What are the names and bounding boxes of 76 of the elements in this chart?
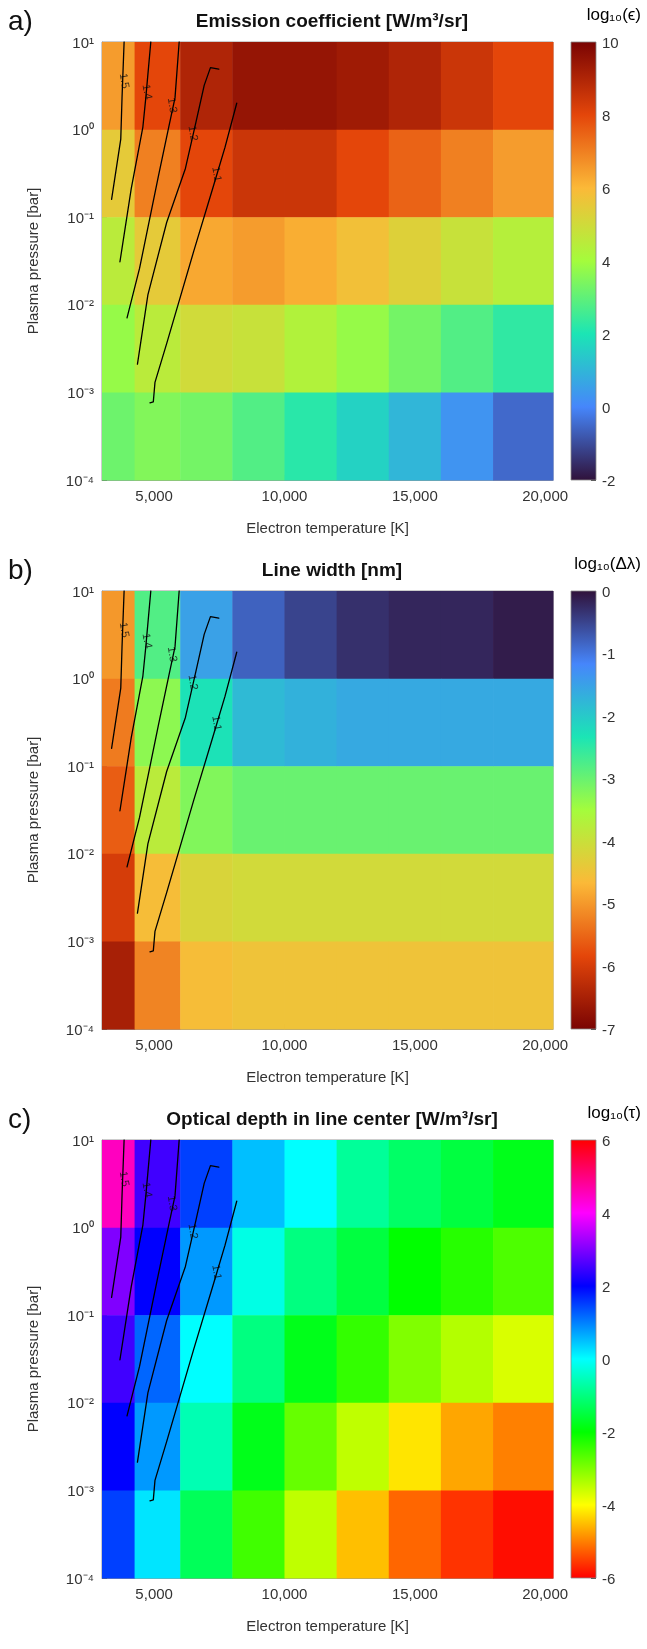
x-tick-label: 5,000 (135, 1585, 173, 1602)
color-bar-label: -4 (602, 832, 616, 850)
y-tick-label: 10⁻² (67, 296, 94, 314)
color-bar-label: 6 (602, 1131, 611, 1149)
x-tick-label: 5,000 (135, 1036, 173, 1053)
x-tick-label: 15,000 (391, 1036, 438, 1053)
x-tick-label: 15,000 (391, 1585, 438, 1602)
y-tick-label: 10⁻² (67, 1394, 94, 1412)
y-tick-label: 10⁻³ (67, 383, 94, 401)
color-bar-label: 4 (602, 252, 611, 270)
y-tick-label: 10⁰ (72, 670, 94, 688)
y-tick-label: 10⁻³ (67, 1481, 94, 1499)
color-bar-label: 8 (602, 106, 611, 124)
y-axis-title: Plasma pressure [bar] (24, 187, 41, 335)
text: c) (8, 1102, 32, 1134)
y-tick-label: 10⁰ (72, 121, 94, 139)
color-bar-label: -2 (602, 1423, 616, 1441)
color-bar-label: -7 (602, 1020, 616, 1038)
y-tick-label: 10¹ (72, 582, 94, 600)
color-bar-label: -3 (602, 770, 616, 788)
y-tick-label: 10⁻⁴ (65, 1569, 94, 1587)
color-bar-label: 6 (602, 179, 611, 197)
color-bar-label: -2 (602, 471, 616, 489)
color-bar-label: -4 (602, 1496, 616, 1514)
color-bar-label: 0 (602, 1350, 611, 1368)
color-bar-title: log₁₀(Δλ) (574, 554, 641, 573)
line-series (119, 590, 152, 812)
x-tick-label: 5,000 (135, 487, 173, 504)
x-tick-label: 10,000 (261, 1036, 308, 1053)
y-tick-label: 10¹ (72, 1131, 94, 1149)
y-tick-label: 10¹ (72, 33, 94, 51)
color-bar-label: 10 (602, 33, 619, 51)
line-series (136, 615, 220, 914)
color-bar-label: -5 (602, 895, 616, 913)
y-tick-label: 10⁻⁴ (65, 1020, 94, 1038)
annotation: 1.4 (140, 83, 156, 101)
x-axis-title: Electron temperature [K] (246, 1068, 409, 1085)
chart-title: Line width [nm] (261, 559, 403, 580)
y-tick-label: 10⁰ (72, 1219, 94, 1237)
x-tick-label: 15,000 (391, 487, 438, 504)
text: a) (8, 4, 33, 36)
x-tick-label: 10,000 (261, 1585, 308, 1602)
text: b) (8, 553, 33, 585)
color-bar-label: -1 (602, 645, 616, 663)
x-axis-title: Electron temperature [K] (246, 519, 409, 536)
x-tick-label: 20,000 (522, 1585, 569, 1602)
line-series (119, 41, 152, 263)
y-tick-label: 10⁻¹ (67, 1306, 94, 1324)
color-bar-title: log₁₀(ϵ) (586, 5, 641, 24)
chart-title: Emission coefficient [W/m³/sr] (195, 10, 469, 31)
y-tick-label: 10⁻³ (67, 932, 94, 950)
line-series (136, 66, 220, 365)
line-series (136, 1164, 220, 1463)
annotation: 1.4 (140, 632, 156, 650)
chart-title: Optical depth in line center [W/m³/sr] (166, 1108, 498, 1129)
y-tick-label: 10⁻¹ (67, 757, 94, 775)
y-tick-label: 10⁻⁴ (65, 471, 94, 489)
color-bar-label: -6 (602, 1569, 616, 1587)
color-bar-label: 4 (602, 1204, 611, 1222)
y-axis-title: Plasma pressure [bar] (24, 736, 41, 884)
color-bar-label: 2 (602, 325, 611, 343)
annotation: 1.4 (140, 1181, 156, 1199)
y-tick-label: 10⁻¹ (67, 208, 94, 226)
y-axis-title: Plasma pressure [bar] (24, 1285, 41, 1433)
color-bar-label: -2 (602, 707, 616, 725)
x-tick-label: 20,000 (522, 1036, 569, 1053)
y-tick-label: 10⁻² (67, 845, 94, 863)
color-bar-label: 2 (602, 1277, 611, 1295)
color-bar-label: 0 (602, 582, 611, 600)
color-bar-label: -6 (602, 957, 616, 975)
x-tick-label: 10,000 (261, 487, 308, 504)
line-series (119, 1139, 152, 1361)
color-bar-label: 0 (602, 398, 611, 416)
color-bar-title: log₁₀(τ) (587, 1103, 641, 1122)
x-tick-label: 20,000 (522, 487, 569, 504)
x-axis-title: Electron temperature [K] (246, 1617, 409, 1634)
